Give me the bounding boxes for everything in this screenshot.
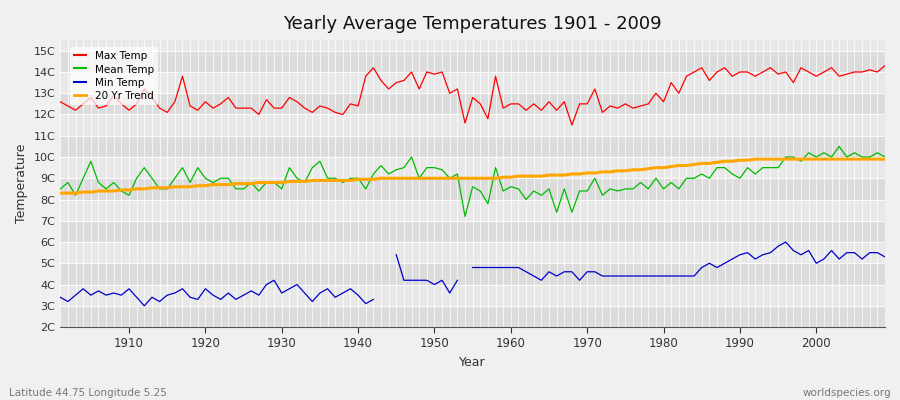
Bar xyxy=(60,51,885,72)
Bar xyxy=(60,221,885,242)
Bar xyxy=(60,306,885,327)
Bar xyxy=(60,157,885,178)
Bar xyxy=(60,72,885,93)
Bar xyxy=(60,30,885,51)
Y-axis label: Temperature: Temperature xyxy=(15,144,28,223)
Bar xyxy=(60,178,885,200)
Bar xyxy=(60,93,885,114)
X-axis label: Year: Year xyxy=(459,356,486,369)
Text: Latitude 44.75 Longitude 5.25: Latitude 44.75 Longitude 5.25 xyxy=(9,388,166,398)
Title: Yearly Average Temperatures 1901 - 2009: Yearly Average Temperatures 1901 - 2009 xyxy=(284,15,662,33)
Legend: Max Temp, Mean Temp, Min Temp, 20 Yr Trend: Max Temp, Mean Temp, Min Temp, 20 Yr Tre… xyxy=(69,47,158,105)
Text: worldspecies.org: worldspecies.org xyxy=(803,388,891,398)
Bar xyxy=(60,284,885,306)
Bar xyxy=(60,242,885,263)
Bar xyxy=(60,200,885,221)
Bar xyxy=(60,136,885,157)
Bar xyxy=(60,263,885,284)
Bar xyxy=(60,114,885,136)
